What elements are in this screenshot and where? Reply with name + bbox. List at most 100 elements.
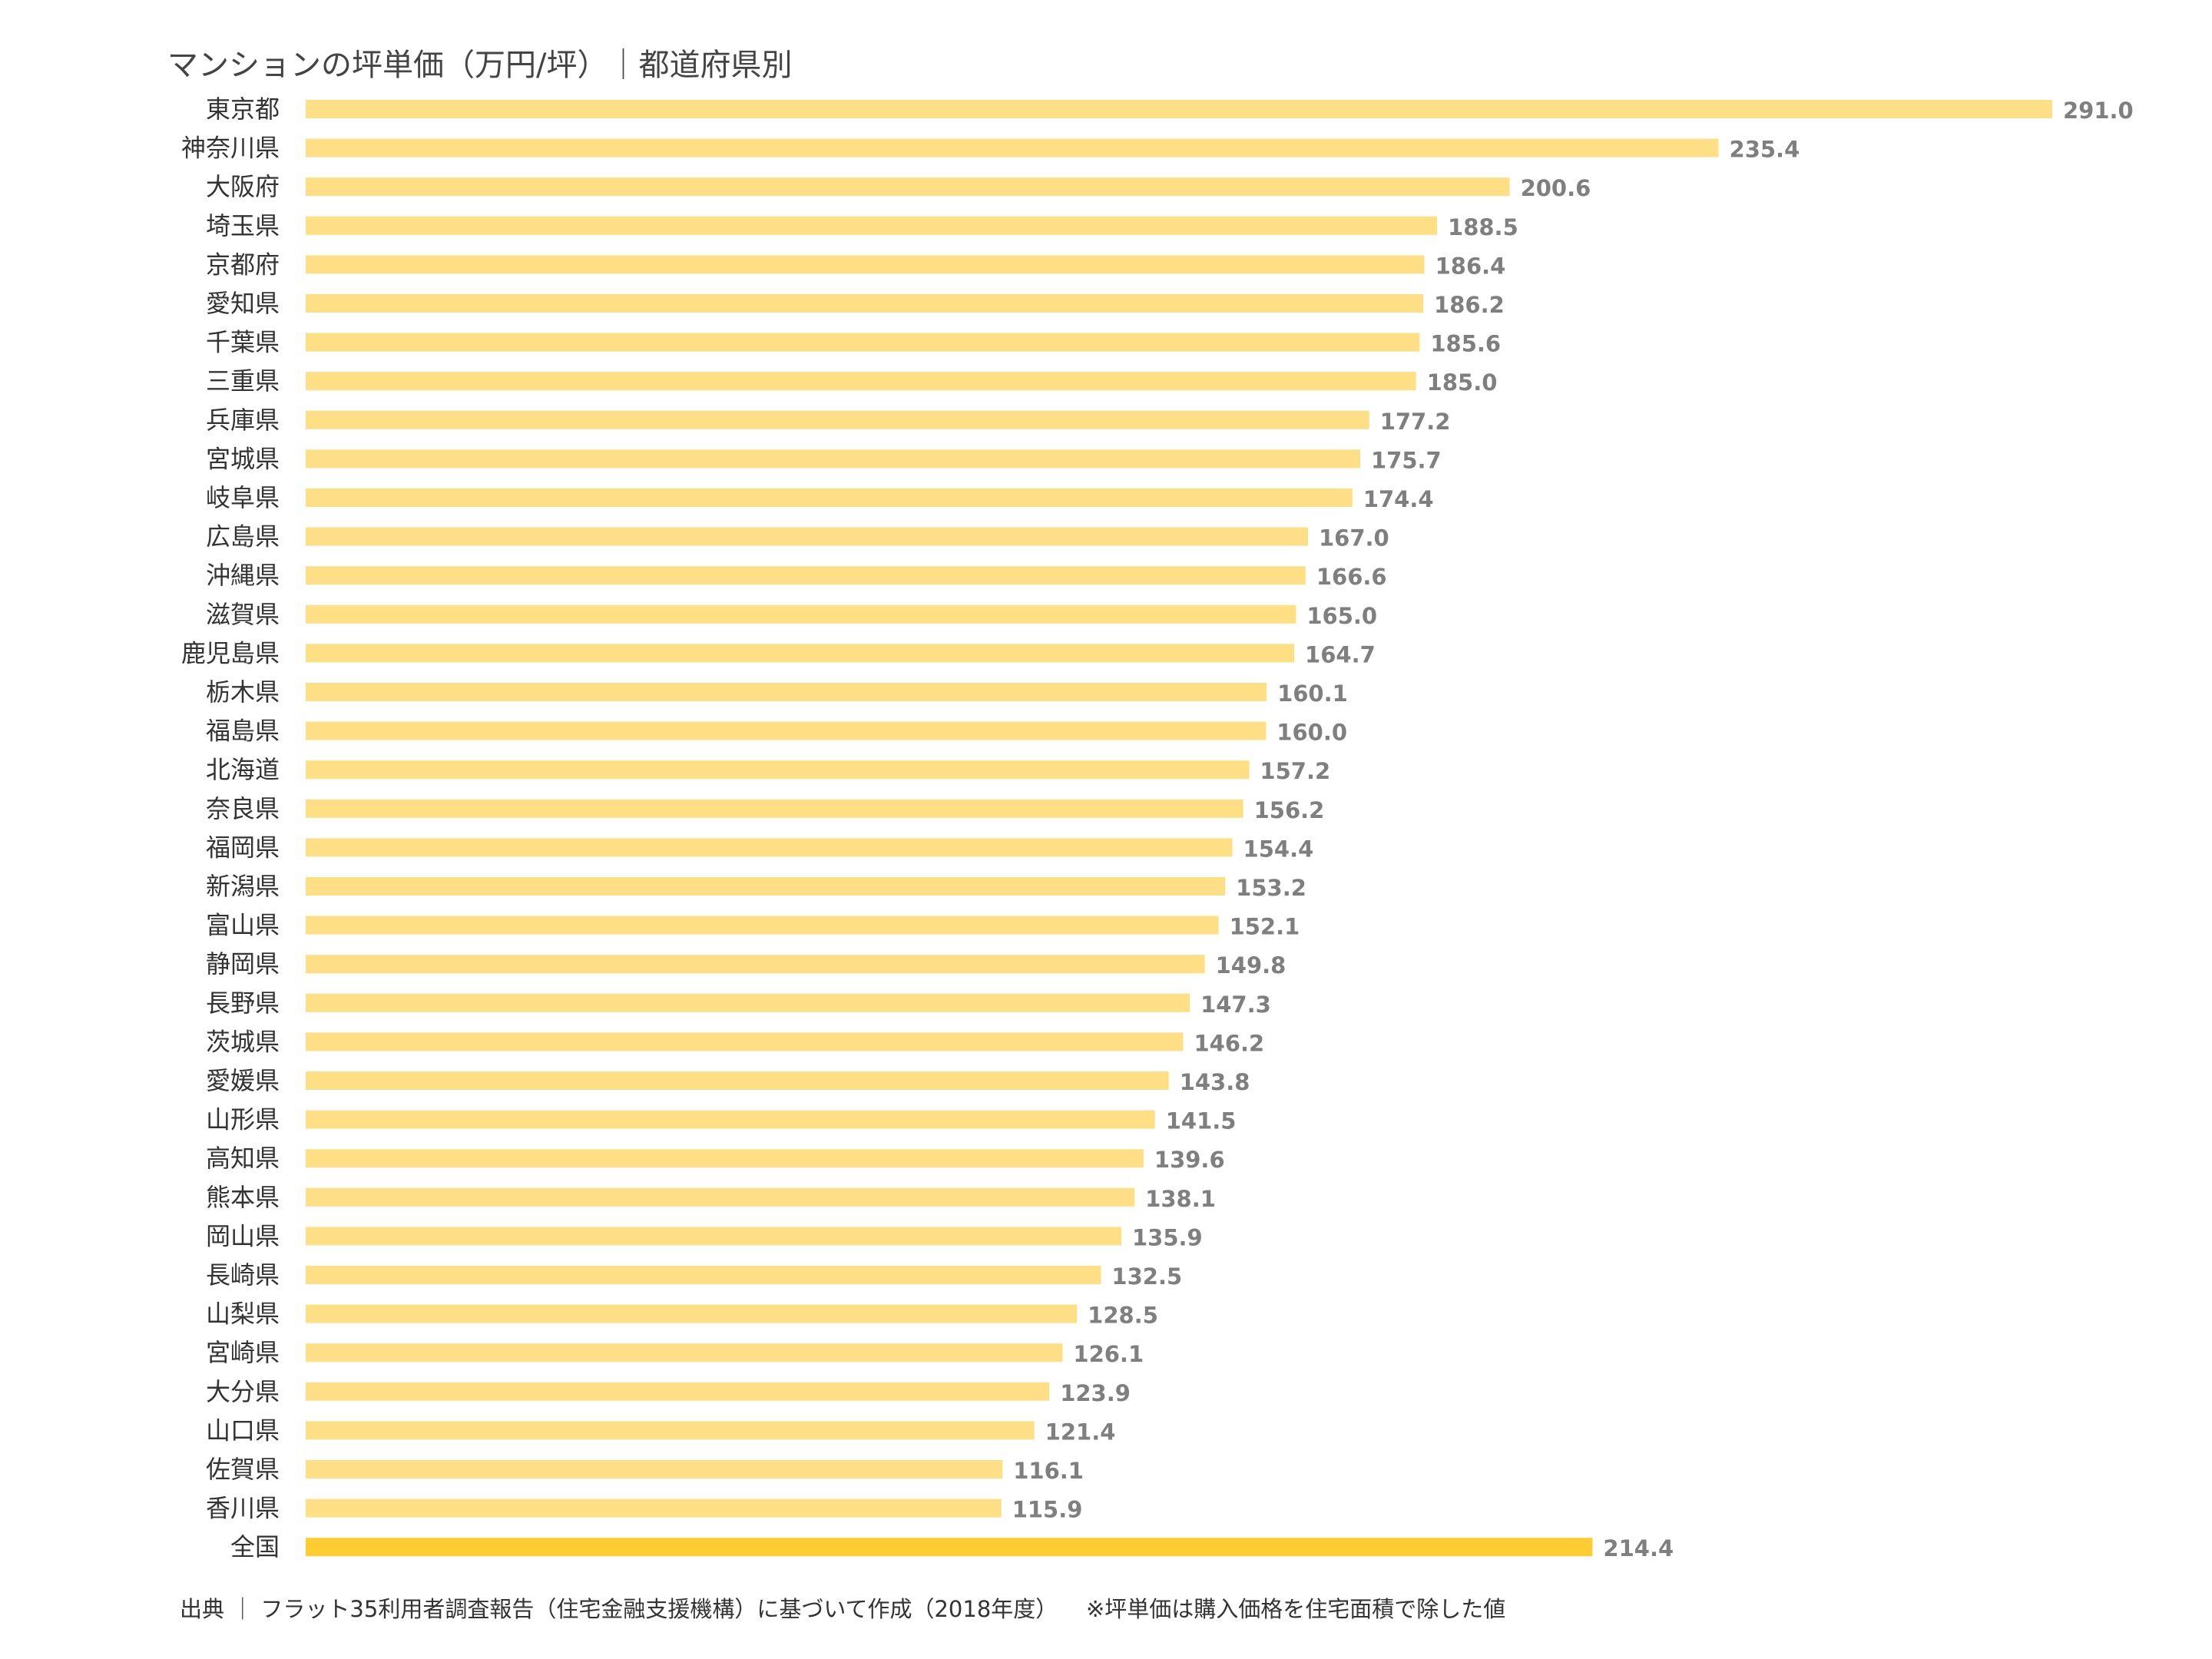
bar	[306, 1498, 1002, 1518]
value-label: 185.6	[1430, 331, 1501, 357]
category-label: 京都府	[206, 250, 280, 279]
value-label: 175.7	[1371, 447, 1442, 473]
value-label: 188.5	[1448, 214, 1518, 240]
bar	[306, 449, 1360, 469]
value-label: 128.5	[1088, 1303, 1158, 1329]
category-label: 宮城県	[206, 444, 280, 473]
category-label: 三重県	[206, 366, 280, 396]
value-label: 164.7	[1305, 641, 1376, 667]
bar	[306, 488, 1353, 507]
category-label: 茨城県	[206, 1027, 280, 1056]
value-label: 291.0	[2063, 98, 2134, 124]
value-label: 132.5	[1111, 1263, 1182, 1290]
category-label: 静岡県	[206, 949, 280, 979]
category-label: 山梨県	[206, 1300, 280, 1329]
bar	[306, 1110, 1155, 1129]
category-label: 沖縄県	[206, 561, 280, 590]
bar	[306, 1382, 1050, 1401]
category-label: 神奈川県	[181, 134, 280, 163]
value-label: 139.6	[1154, 1147, 1225, 1173]
value-label: 143.8	[1180, 1069, 1250, 1095]
bar	[306, 604, 1296, 624]
bar	[306, 566, 1306, 585]
bar	[306, 760, 1250, 780]
category-label: 大分県	[206, 1377, 280, 1406]
bar	[306, 527, 1309, 546]
category-label: 兵庫県	[206, 406, 280, 435]
bar	[306, 993, 1190, 1012]
category-label: 香川県	[206, 1494, 280, 1523]
category-label: 東京都	[206, 94, 280, 124]
value-label: 115.9	[1012, 1497, 1083, 1523]
bar	[306, 333, 1420, 352]
value-label: 157.2	[1260, 758, 1330, 784]
value-label: 153.2	[1236, 875, 1306, 901]
category-label: 全国	[230, 1532, 280, 1561]
bar	[306, 721, 1267, 740]
value-label: 165.0	[1306, 603, 1377, 629]
bar	[306, 372, 1416, 391]
value-label: 146.2	[1194, 1030, 1264, 1056]
category-label: 岐阜県	[206, 483, 280, 512]
value-label: 152.1	[1230, 914, 1300, 940]
value-label: 185.0	[1427, 369, 1498, 396]
bar	[306, 683, 1267, 701]
value-label: 123.9	[1060, 1380, 1131, 1406]
value-label: 121.4	[1045, 1419, 1116, 1445]
category-label: 福岡県	[206, 833, 280, 862]
bar	[306, 1421, 1035, 1440]
bar	[306, 294, 1424, 313]
category-label: 長崎県	[206, 1260, 280, 1290]
category-label: 富山県	[206, 911, 280, 940]
value-label: 200.6	[1521, 175, 1591, 201]
category-label: 岡山県	[206, 1221, 280, 1250]
category-label: 鹿児島県	[181, 638, 280, 667]
value-label: 160.0	[1277, 720, 1347, 746]
source-note: 出典 ｜ フラット35利用者調査報告（住宅金融支援機構）に基づいて作成（2018…	[180, 1596, 1058, 1622]
bar	[306, 838, 1233, 857]
category-label: 北海道	[206, 755, 280, 784]
value-label: 177.2	[1380, 409, 1451, 435]
category-label: 山口県	[206, 1416, 280, 1445]
bar	[306, 955, 1205, 974]
bar	[306, 177, 1510, 197]
category-label: 福島県	[206, 717, 280, 746]
bar	[306, 644, 1295, 663]
value-label: 116.1	[1013, 1458, 1084, 1484]
category-label: 滋賀県	[206, 600, 280, 629]
bar	[306, 410, 1369, 429]
value-label: 186.2	[1434, 292, 1505, 318]
category-label: 栃木県	[206, 677, 280, 707]
bar	[306, 216, 1438, 235]
category-label: 佐賀県	[206, 1455, 280, 1484]
bar	[306, 1187, 1135, 1207]
value-label: 149.8	[1216, 952, 1286, 979]
value-label: 138.1	[1145, 1186, 1216, 1212]
bar	[306, 1460, 1003, 1479]
category-label: 大阪府	[206, 172, 280, 201]
category-label: 宮崎県	[206, 1338, 280, 1367]
value-label: 126.1	[1073, 1341, 1144, 1367]
category-label: 愛知県	[206, 289, 280, 318]
chart-title: マンションの坪単価（万円/坪）｜都道府県別	[167, 48, 793, 83]
value-label: 166.6	[1316, 564, 1387, 590]
bar	[306, 799, 1243, 818]
bar	[306, 877, 1226, 896]
bar	[306, 138, 1719, 157]
category-label: 奈良県	[206, 794, 280, 823]
category-label: 熊本県	[206, 1183, 280, 1212]
value-label: 141.5	[1166, 1108, 1237, 1134]
category-label: 新潟県	[206, 872, 280, 901]
value-label: 167.0	[1319, 525, 1389, 551]
category-label: 長野県	[206, 988, 280, 1018]
category-label: 埼玉県	[206, 211, 280, 240]
bar	[306, 916, 1219, 935]
bar	[306, 1071, 1169, 1090]
value-label: 156.2	[1254, 797, 1325, 823]
category-label: 愛媛県	[206, 1066, 280, 1095]
value-label: 186.4	[1435, 253, 1506, 279]
value-label: 214.4	[1603, 1535, 1674, 1561]
bar	[306, 1343, 1063, 1363]
bar	[306, 1149, 1144, 1168]
